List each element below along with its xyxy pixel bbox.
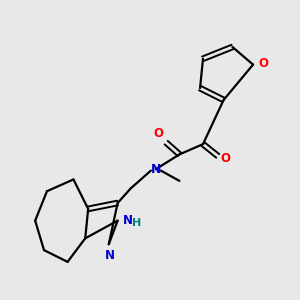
Text: H: H (132, 218, 142, 228)
Text: O: O (220, 152, 230, 165)
Text: N: N (105, 249, 115, 262)
Text: O: O (258, 57, 268, 70)
Text: N: N (123, 214, 133, 227)
Text: O: O (153, 127, 163, 140)
Text: N: N (151, 163, 161, 176)
